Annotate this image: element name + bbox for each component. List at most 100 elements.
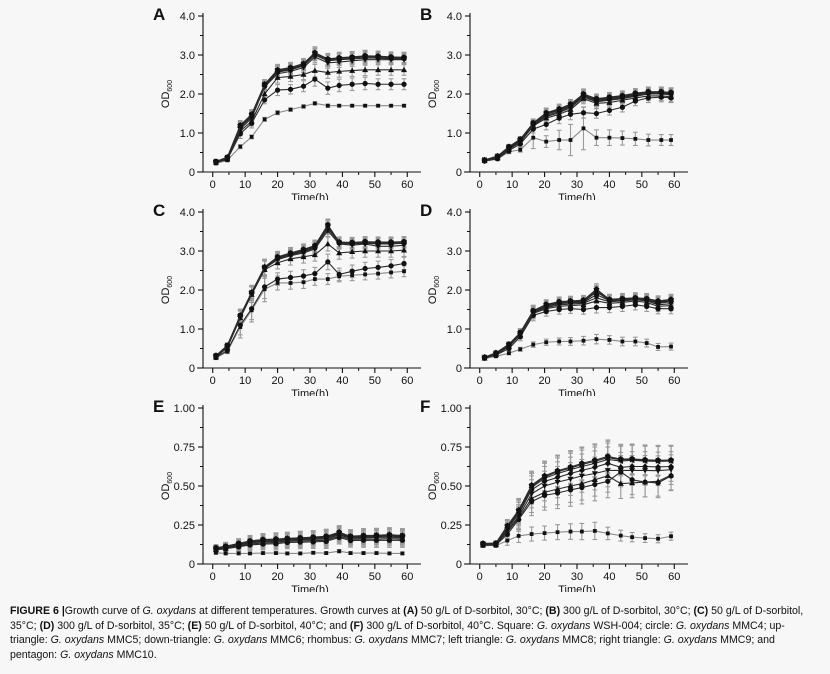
marker-square [275,110,280,115]
x-tick-label: 50 [369,375,381,387]
marker-square [288,107,293,112]
marker-pentagon [272,535,279,542]
marker-pentagon [336,529,343,535]
marker-circle [644,303,650,310]
caption-separator: | [61,605,65,617]
marker-pentagon [655,297,662,304]
y-tick-label: 0 [189,559,195,571]
x-tick-label: 10 [239,179,251,191]
figure-caption-text: FIGURE 6 |Growth curve of G. oxydans at … [10,604,820,662]
marker-square [594,337,599,342]
marker-pentagon [311,49,318,56]
marker-up-triangle [668,471,675,478]
marker-square [261,551,265,555]
chart-E: E 0 0.25 0.50 0.75 1.00 0 10 20 30 40 50 60 Time(h) OD… [153,397,421,592]
x-tick-label: 20 [271,179,283,191]
x-tick-label: 10 [239,571,251,583]
marker-down-triangle [655,468,662,474]
marker-square [607,135,612,140]
marker-pentagon [629,455,636,462]
series-pentagon [213,49,407,164]
marker-pentagon [349,239,356,245]
x-tick-label: 40 [603,179,615,191]
x-tick-label: 60 [668,375,680,387]
marker-square [581,126,586,131]
y-tick-label: 0 [456,167,462,179]
marker-up-triangle [375,247,382,254]
marker-pentagon [287,249,294,256]
marker-circle [300,273,307,279]
marker-up-triangle [336,249,343,256]
marker-square [262,117,267,122]
marker-up-triangle [349,248,356,255]
marker-up-triangle [300,71,307,77]
marker-square [516,534,521,538]
x-tick-label: 40 [336,375,348,387]
marker-square [605,531,610,536]
marker-pentagon [580,297,587,303]
marker-square [325,103,330,108]
x-tick-label: 60 [401,375,413,387]
marker-pentagon [260,536,266,543]
marker-up-triangle [528,495,535,501]
marker-down-triangle [554,479,561,486]
marker-circle [579,484,585,491]
marker-square [248,551,252,556]
marker-pentagon [480,540,486,546]
marker-circle [401,81,407,87]
series-rhombus [212,225,408,360]
series-square [214,549,405,556]
marker-square [557,339,562,344]
marker-pentagon [274,66,281,73]
y-axis-title-text: OD600 [160,276,174,304]
marker-rhombus [642,463,649,470]
x-tick-label: 0 [210,571,216,583]
marker-square [324,551,329,555]
panel-F: F 0 0.25 0.50 0.75 1.00 0 10 20 30 40 50 60 Time(h) OD… [412,394,692,592]
marker-circle [567,487,574,493]
marker-pentagon [222,543,229,549]
y-tick-label: 3.0 [180,50,195,62]
caption-fragment: G. oxydans [142,605,197,617]
marker-pentagon [481,156,488,163]
caption-fragment: MMC8; right triangle: [559,634,664,647]
marker-circle [606,304,613,311]
marker-square [620,136,625,140]
y-axis-title-text: OD600 [160,472,174,500]
marker-square [311,550,316,555]
y-tick-label: 0 [189,167,195,179]
marker-square [402,103,406,108]
marker-circle [349,81,355,87]
panel-C: C 0 1.0 2.0 3.0 4.0 0 10 20 30 40 50 60 Time(h) OD600 [145,198,425,396]
marker-square [669,138,673,142]
marker-rhombus [554,474,561,481]
marker-pentagon [300,60,307,67]
marker-up-triangle [629,479,636,486]
series-pentagon [481,88,674,163]
x-axis-title: Time(h) [558,388,595,396]
marker-up-triangle [349,67,356,73]
marker-pentagon [349,53,356,60]
y-tick-label: 1.00 [174,403,195,415]
panels-area: A 0 1.0 2.0 3.0 4.0 0 10 20 30 40 50 60 Time(h) OD600 … [145,5,692,592]
marker-square [301,280,306,285]
marker-pentagon [556,105,563,112]
caption-fragment: G. oxydans [213,634,268,647]
marker-circle [336,271,342,278]
marker-square [518,147,523,152]
y-tick-label: 0 [189,363,195,375]
figure-caption: FIGURE 6 |Growth curve of G. oxydans at … [0,596,830,674]
marker-square [644,341,649,345]
marker-square [275,281,280,285]
marker-pentagon [668,296,674,302]
marker-pentagon [632,294,639,301]
caption-fragment: Growth curve of [64,605,143,617]
marker-square [298,551,303,556]
marker-pentagon [213,352,219,359]
marker-square [236,551,241,556]
marker-pentagon [386,531,393,538]
marker-pentagon [323,533,330,539]
marker-pentagon [504,522,511,529]
marker-pentagon [645,88,652,95]
panel-E: E 0 0.25 0.50 0.75 1.00 0 10 20 30 40 50 60 Time(h) OD… [145,394,425,592]
